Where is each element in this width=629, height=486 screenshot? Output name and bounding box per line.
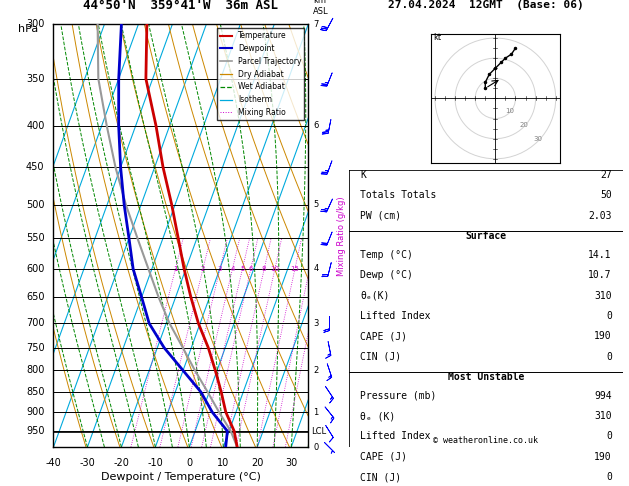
Text: 400: 400 <box>26 121 45 131</box>
Text: θₑ (K): θₑ (K) <box>360 411 395 421</box>
Text: 310: 310 <box>594 291 612 301</box>
Text: 2.03: 2.03 <box>588 211 612 221</box>
Text: 0: 0 <box>606 472 612 482</box>
Text: 10.7: 10.7 <box>588 270 612 280</box>
Text: 50: 50 <box>600 191 612 200</box>
Text: 20: 20 <box>251 458 264 468</box>
Text: 3: 3 <box>313 319 319 328</box>
Text: 4: 4 <box>230 266 235 272</box>
Text: 0: 0 <box>606 351 612 362</box>
Text: kt: kt <box>433 33 441 42</box>
Text: hPa: hPa <box>18 24 38 35</box>
Text: 450: 450 <box>26 162 45 173</box>
Text: 2: 2 <box>201 266 205 272</box>
Text: 1: 1 <box>313 408 318 417</box>
Text: 0: 0 <box>606 311 612 321</box>
Text: 310: 310 <box>594 411 612 421</box>
Text: 20: 20 <box>519 122 528 128</box>
Text: 10: 10 <box>217 458 230 468</box>
Text: 7: 7 <box>313 20 319 29</box>
Text: Most Unstable: Most Unstable <box>448 372 524 382</box>
Text: 550: 550 <box>26 233 45 243</box>
Text: Temp (°C): Temp (°C) <box>360 250 413 260</box>
Text: Dewpoint / Temperature (°C): Dewpoint / Temperature (°C) <box>101 472 261 483</box>
Text: 10: 10 <box>505 107 514 114</box>
Text: 600: 600 <box>26 264 45 274</box>
Text: 850: 850 <box>26 387 45 397</box>
Legend: Temperature, Dewpoint, Parcel Trajectory, Dry Adiabat, Wet Adiabat, Isotherm, Mi: Temperature, Dewpoint, Parcel Trajectory… <box>217 28 304 120</box>
Text: 900: 900 <box>26 407 45 417</box>
Text: 190: 190 <box>594 452 612 462</box>
Text: θₑ(K): θₑ(K) <box>360 291 389 301</box>
Text: 800: 800 <box>26 365 45 376</box>
Text: 0: 0 <box>313 443 318 451</box>
Text: 190: 190 <box>594 331 612 341</box>
Text: 4: 4 <box>313 264 318 274</box>
Text: CAPE (J): CAPE (J) <box>360 331 407 341</box>
Text: 27: 27 <box>600 170 612 180</box>
Text: 650: 650 <box>26 292 45 302</box>
Text: Surface: Surface <box>465 231 506 241</box>
Text: Dewp (°C): Dewp (°C) <box>360 270 413 280</box>
Text: 8: 8 <box>262 266 267 272</box>
Text: 5: 5 <box>240 266 245 272</box>
Text: Mixing Ratio (g/kg): Mixing Ratio (g/kg) <box>337 196 346 276</box>
Text: 0: 0 <box>606 432 612 441</box>
Text: 300: 300 <box>26 19 45 29</box>
Text: 950: 950 <box>26 426 45 436</box>
Text: Totals Totals: Totals Totals <box>360 191 437 200</box>
Text: K: K <box>360 170 366 180</box>
Text: 44°50'N  359°41'W  36m ASL: 44°50'N 359°41'W 36m ASL <box>83 0 279 12</box>
Text: 2: 2 <box>313 366 318 375</box>
Text: 6: 6 <box>313 122 319 130</box>
Text: 10: 10 <box>270 266 279 272</box>
Text: -10: -10 <box>147 458 164 468</box>
Text: 3: 3 <box>218 266 222 272</box>
Text: 5: 5 <box>313 200 318 209</box>
Text: 6: 6 <box>248 266 253 272</box>
Text: 994: 994 <box>594 391 612 401</box>
Text: km
ASL: km ASL <box>313 0 329 16</box>
Text: -30: -30 <box>79 458 96 468</box>
Text: -20: -20 <box>113 458 130 468</box>
Text: 14.1: 14.1 <box>588 250 612 260</box>
Text: 500: 500 <box>26 200 45 209</box>
Text: CAPE (J): CAPE (J) <box>360 452 407 462</box>
Text: 15: 15 <box>291 266 299 272</box>
Text: 350: 350 <box>26 74 45 84</box>
Text: -40: -40 <box>45 458 62 468</box>
Text: 700: 700 <box>26 318 45 329</box>
Text: © weatheronline.co.uk: © weatheronline.co.uk <box>433 436 538 445</box>
Text: PW (cm): PW (cm) <box>360 211 401 221</box>
Text: 1: 1 <box>173 266 177 272</box>
Text: Pressure (mb): Pressure (mb) <box>360 391 437 401</box>
Text: CIN (J): CIN (J) <box>360 472 401 482</box>
Text: LCL: LCL <box>311 427 326 436</box>
Text: 30: 30 <box>285 458 298 468</box>
Text: CIN (J): CIN (J) <box>360 351 401 362</box>
Text: 750: 750 <box>26 343 45 353</box>
Text: Lifted Index: Lifted Index <box>360 311 430 321</box>
Text: 30: 30 <box>533 136 542 142</box>
Text: 0: 0 <box>186 458 192 468</box>
Text: 27.04.2024  12GMT  (Base: 06): 27.04.2024 12GMT (Base: 06) <box>388 0 584 10</box>
Text: Lifted Index: Lifted Index <box>360 432 430 441</box>
